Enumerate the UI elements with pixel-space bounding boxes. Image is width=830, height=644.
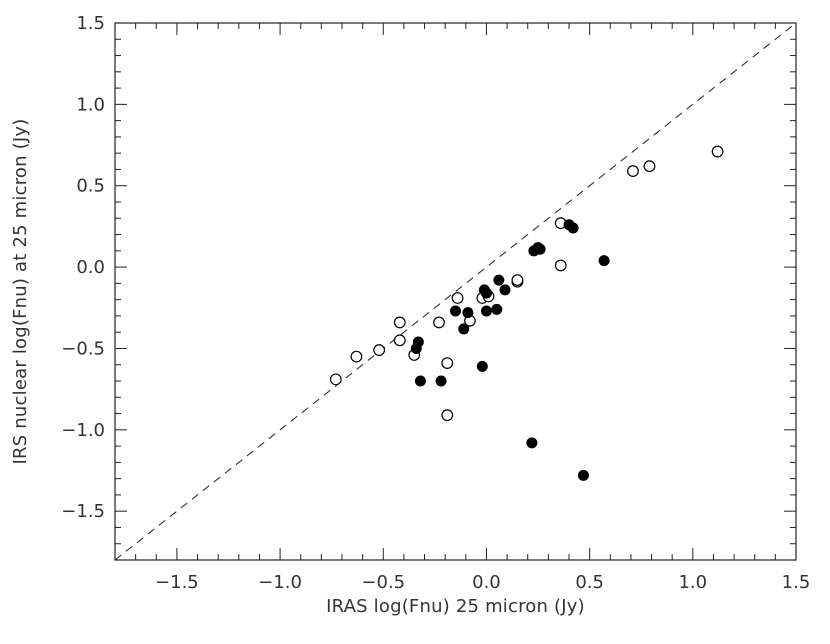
filled-data-point	[526, 437, 538, 449]
x-tick-label: −0.5	[361, 572, 405, 593]
x-tick-label: −1.5	[155, 572, 199, 593]
filled-data-point	[462, 307, 474, 319]
open-data-point	[393, 316, 406, 329]
x-tick-label: −1.0	[258, 572, 302, 593]
y-tick-label: 0.5	[76, 176, 105, 197]
points-layer	[329, 145, 724, 481]
y-tick-label: −1.5	[61, 501, 105, 522]
x-tick-label: 0.0	[472, 572, 501, 593]
filled-data-point	[435, 375, 447, 387]
reference-layer	[114, 22, 797, 561]
x-tick-label: 1.0	[678, 572, 707, 593]
x-axis-title: IRAS log(Fnu) 25 micron (Jy)	[326, 596, 585, 617]
y-tick-label: −0.5	[61, 338, 105, 359]
y-tick-label: −1.0	[61, 420, 105, 441]
open-data-point	[711, 145, 724, 158]
open-data-point	[511, 274, 524, 287]
labels-layer: −1.5 −1.0 −0.5 0.0 0.5 1.0 1.5 −1.5 −1.0 −0.5 0.0 0…	[61, 13, 810, 593]
open-data-point	[433, 316, 445, 329]
y-tick-label: 1.0	[76, 94, 105, 115]
ticks-layer	[114, 22, 797, 561]
filled-data-point	[450, 305, 461, 317]
open-data-point	[350, 350, 363, 363]
y-axis-title: IRS nuclear log(Fnu) at 25 micron (Jy)	[10, 119, 31, 465]
open-data-point	[627, 165, 639, 177]
open-data-point	[441, 357, 454, 370]
filled-data-point	[476, 360, 488, 372]
open-data-point	[329, 373, 342, 386]
open-data-point	[554, 259, 567, 272]
open-data-point	[393, 334, 406, 347]
filled-data-point	[480, 305, 492, 317]
filled-data-point	[598, 255, 610, 267]
one-to-one-reference-line	[114, 22, 797, 561]
filled-data-point	[534, 243, 546, 255]
filled-data-point	[458, 323, 470, 335]
open-data-point	[441, 409, 454, 422]
filled-data-point	[491, 303, 503, 315]
y-tick-label: 1.5	[76, 13, 105, 34]
filled-data-point	[414, 375, 426, 387]
filled-data-point	[577, 469, 589, 481]
filled-data-point	[493, 274, 505, 286]
filled-data-point	[412, 336, 424, 348]
y-tick-label: 0.0	[76, 257, 105, 278]
open-data-point	[451, 292, 464, 304]
open-data-point	[643, 160, 656, 173]
filled-data-point	[480, 287, 492, 299]
filled-data-point	[567, 222, 579, 234]
plot-frame	[114, 22, 797, 561]
x-tick-label: 0.5	[575, 572, 604, 593]
open-data-point	[373, 344, 386, 356]
filled-data-point	[499, 284, 511, 296]
x-tick-label: 1.5	[782, 572, 811, 593]
